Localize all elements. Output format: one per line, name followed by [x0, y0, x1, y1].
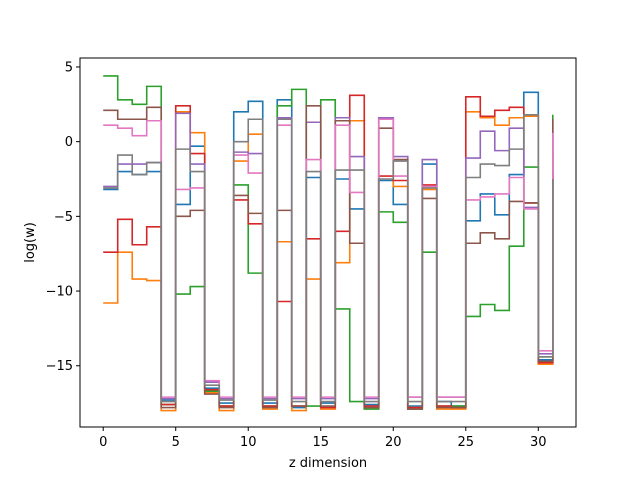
series-line-3 [103, 94, 554, 409]
y-tick-label: −15 [46, 359, 73, 374]
y-tick-label: 0 [65, 135, 73, 150]
y-axis-label: log(w) [23, 222, 38, 263]
x-tick-label: 15 [312, 435, 329, 450]
series-layer [103, 75, 554, 412]
x-tick-label: 20 [385, 435, 402, 450]
x-tick-label: 25 [458, 435, 475, 450]
x-tick-label: 0 [99, 435, 107, 450]
x-tick-label: 10 [240, 435, 257, 450]
x-tick-label: 5 [172, 435, 180, 450]
series-line-7 [103, 113, 554, 403]
y-axis: 5 0 −5 −10 −15 [46, 60, 80, 374]
x-tick-label: 30 [530, 435, 547, 450]
plot-frame [79, 57, 577, 428]
y-tick-label: 5 [65, 60, 73, 75]
series-line-2 [103, 75, 554, 410]
x-axis: 0 5 10 15 20 25 30 [99, 427, 547, 450]
x-axis-label: z dimension [289, 456, 367, 471]
series-line-5 [103, 105, 554, 410]
y-tick-label: −10 [46, 285, 73, 300]
series-line-6 [103, 118, 554, 398]
y-tick-label: −5 [54, 210, 73, 225]
